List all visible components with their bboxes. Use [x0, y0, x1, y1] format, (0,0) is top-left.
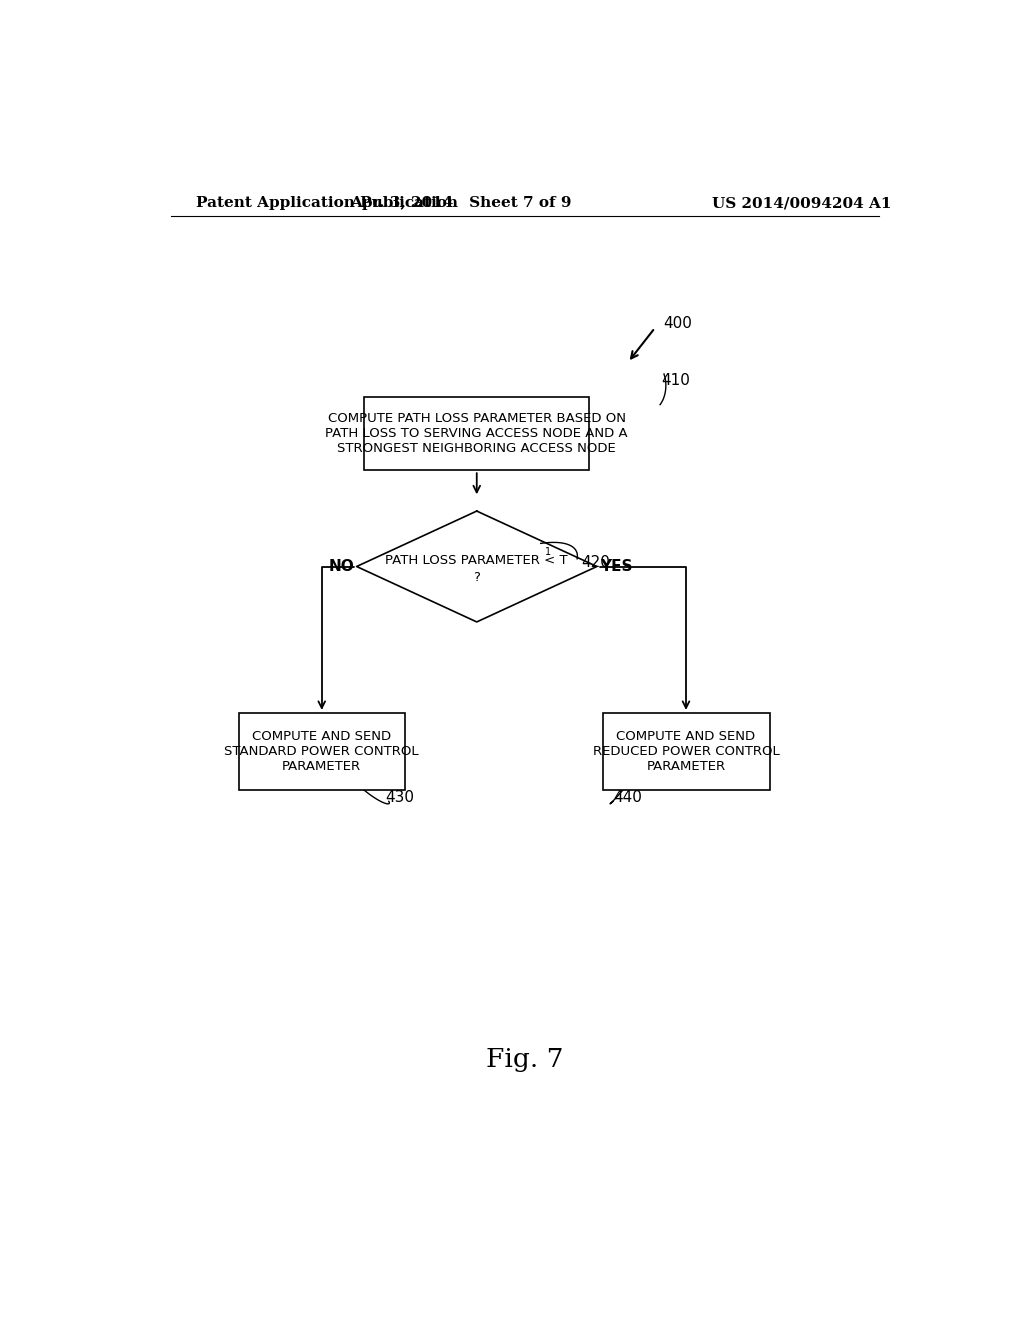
Bar: [365, 397, 589, 470]
Text: 440: 440: [613, 789, 642, 805]
Text: Patent Application Publication: Patent Application Publication: [197, 197, 458, 210]
Text: 410: 410: [662, 372, 690, 388]
Text: COMPUTE PATH LOSS PARAMETER BASED ON
PATH LOSS TO SERVING ACCESS NODE AND A
STRO: COMPUTE PATH LOSS PARAMETER BASED ON PAT…: [326, 412, 628, 455]
Text: COMPUTE AND SEND
STANDARD POWER CONTROL
PARAMETER: COMPUTE AND SEND STANDARD POWER CONTROL …: [224, 730, 419, 772]
Text: NO: NO: [329, 558, 354, 574]
Text: PATH LOSS PARAMETER < T: PATH LOSS PARAMETER < T: [385, 554, 568, 566]
Text: 1: 1: [545, 548, 551, 557]
Bar: [603, 713, 770, 789]
Text: 430: 430: [385, 789, 415, 805]
Text: YES: YES: [600, 558, 633, 574]
Text: 400: 400: [663, 317, 691, 331]
Text: ?: ?: [473, 570, 480, 583]
Bar: [239, 713, 406, 789]
Text: COMPUTE AND SEND
REDUCED POWER CONTROL
PARAMETER: COMPUTE AND SEND REDUCED POWER CONTROL P…: [593, 730, 779, 772]
Text: Fig. 7: Fig. 7: [486, 1047, 563, 1072]
Text: US 2014/0094204 A1: US 2014/0094204 A1: [713, 197, 892, 210]
Text: Apr. 3, 2014   Sheet 7 of 9: Apr. 3, 2014 Sheet 7 of 9: [350, 197, 572, 210]
Text: 420: 420: [581, 556, 610, 570]
